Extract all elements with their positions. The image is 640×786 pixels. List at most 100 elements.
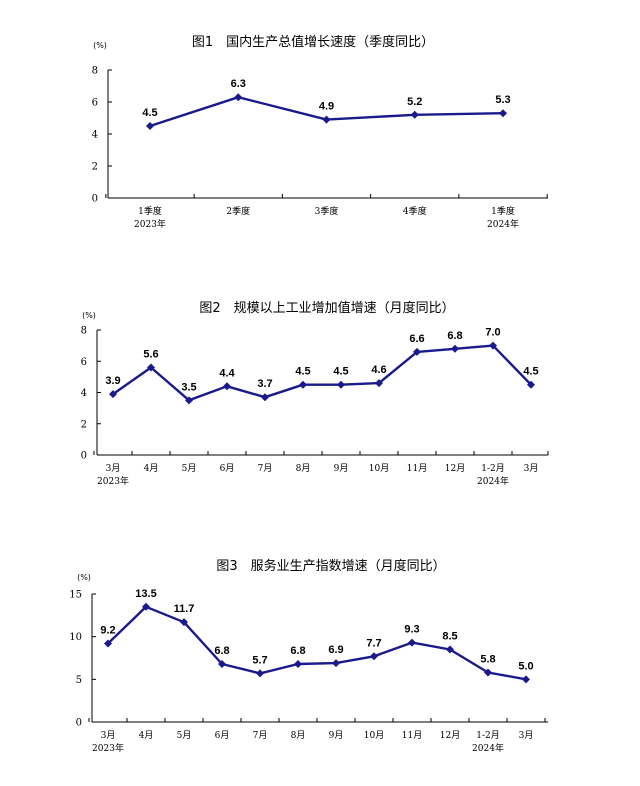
data-point-marker [410, 110, 419, 119]
data-label: 5.0 [518, 660, 533, 672]
y-unit-label: (%) [77, 573, 91, 582]
data-point-marker [109, 390, 117, 399]
data-point-marker [408, 638, 416, 647]
data-label: 7.0 [485, 327, 500, 339]
data-label: 4.9 [319, 101, 334, 113]
data-label: 3.5 [181, 381, 196, 393]
x-tick-label: 1-2月 [481, 463, 505, 474]
data-label: 5.6 [143, 349, 158, 361]
data-point-marker [147, 363, 155, 372]
data-label: 7.7 [366, 637, 381, 649]
x-tick-label: 6月 [215, 730, 230, 741]
x-tick-label: 3月 [519, 730, 534, 741]
x-tick-label: 12月 [445, 463, 465, 474]
x-year-label: 2024年 [477, 475, 509, 487]
data-label: 4.6 [371, 364, 386, 376]
data-label: 5.8 [480, 654, 495, 666]
x-tick-label: 12月 [440, 730, 460, 741]
series-line [107, 605, 527, 681]
x-tick-label: 3季度 [315, 205, 339, 217]
series-line [112, 344, 532, 402]
data-point-marker [489, 341, 497, 350]
data-label: 6.3 [231, 78, 246, 90]
chart-title: 图2 规模以上工业增加值增速（月度同比） [199, 300, 454, 316]
data-label: 6.8 [214, 645, 229, 657]
x-year-label: 2023年 [92, 742, 124, 754]
data-label: 8.5 [442, 630, 457, 642]
y-tick-label: 10 [69, 632, 82, 643]
x-tick-label: 8月 [296, 463, 311, 474]
data-label: 4.4 [219, 367, 235, 379]
y-tick-label: 2 [81, 419, 87, 430]
x-tick-label: 4季度 [403, 205, 427, 217]
x-tick-label: 3月 [524, 463, 539, 474]
data-label: 9.3 [404, 624, 419, 636]
data-label: 11.7 [174, 603, 195, 615]
data-point-marker [322, 115, 331, 124]
x-tick-label: 9月 [334, 463, 349, 474]
data-point-marker [261, 393, 269, 402]
data-label: 6.8 [290, 645, 305, 657]
x-tick-label: 5月 [182, 463, 197, 474]
x-tick-label: 11月 [407, 463, 427, 474]
x-tick-label: 1季度 [138, 205, 162, 217]
data-label: 6.8 [447, 330, 462, 342]
data-point-marker [370, 652, 378, 661]
data-label: 3.7 [257, 378, 272, 390]
data-point-marker [451, 344, 459, 353]
y-tick-label: 4 [92, 130, 98, 141]
x-tick-label: 6月 [220, 463, 235, 474]
data-point-marker [299, 380, 307, 389]
y-tick-label: 6 [81, 357, 87, 368]
data-label: 5.3 [495, 94, 510, 106]
x-year-label: 2024年 [487, 218, 519, 230]
data-point-marker [332, 659, 340, 668]
data-point-marker [337, 380, 345, 389]
data-label: 4.5 [333, 366, 348, 378]
x-tick-label: 7月 [253, 730, 268, 741]
x-tick-label: 11月 [402, 730, 422, 741]
data-point-marker [104, 639, 112, 648]
data-point-marker [185, 396, 193, 405]
x-tick-label: 4月 [139, 730, 154, 741]
x-tick-label: 8月 [291, 730, 306, 741]
y-tick-label: 5 [76, 675, 82, 686]
y-unit-label: (%) [82, 311, 96, 320]
data-point-marker [294, 659, 302, 668]
x-tick-label: 7月 [258, 463, 273, 474]
data-point-marker [256, 669, 264, 678]
y-unit-label: (%) [93, 41, 107, 50]
x-tick-label: 3月 [101, 730, 116, 741]
y-tick-label: 0 [81, 451, 87, 462]
x-tick-label: 10月 [369, 463, 389, 474]
data-label: 5.2 [407, 96, 422, 108]
x-tick-label: 1-2月 [476, 730, 500, 741]
x-tick-label: 9月 [329, 730, 344, 741]
y-tick-label: 8 [92, 66, 98, 77]
data-label: 13.5 [135, 588, 156, 600]
data-label: 3.9 [105, 375, 120, 387]
y-tick-label: 2 [92, 162, 98, 173]
data-label: 4.5 [142, 107, 157, 119]
y-tick-label: 0 [92, 194, 98, 205]
x-tick-label: 1季度 [491, 205, 515, 217]
data-label: 4.5 [523, 366, 538, 378]
data-label: 9.2 [100, 624, 115, 636]
data-label: 4.5 [295, 366, 310, 378]
data-point-marker [527, 380, 535, 389]
data-point-marker [522, 675, 530, 684]
data-point-marker [484, 668, 492, 677]
data-point-marker [142, 602, 150, 611]
x-year-label: 2023年 [97, 475, 129, 487]
chart-title: 图1 国内生产总值增长速度（季度同比） [192, 34, 434, 50]
x-tick-label: 10月 [364, 730, 384, 741]
data-point-marker [446, 645, 454, 654]
y-tick-label: 4 [81, 388, 87, 399]
y-tick-label: 15 [69, 590, 82, 601]
data-point-marker [146, 122, 154, 130]
data-point-marker [223, 382, 231, 391]
